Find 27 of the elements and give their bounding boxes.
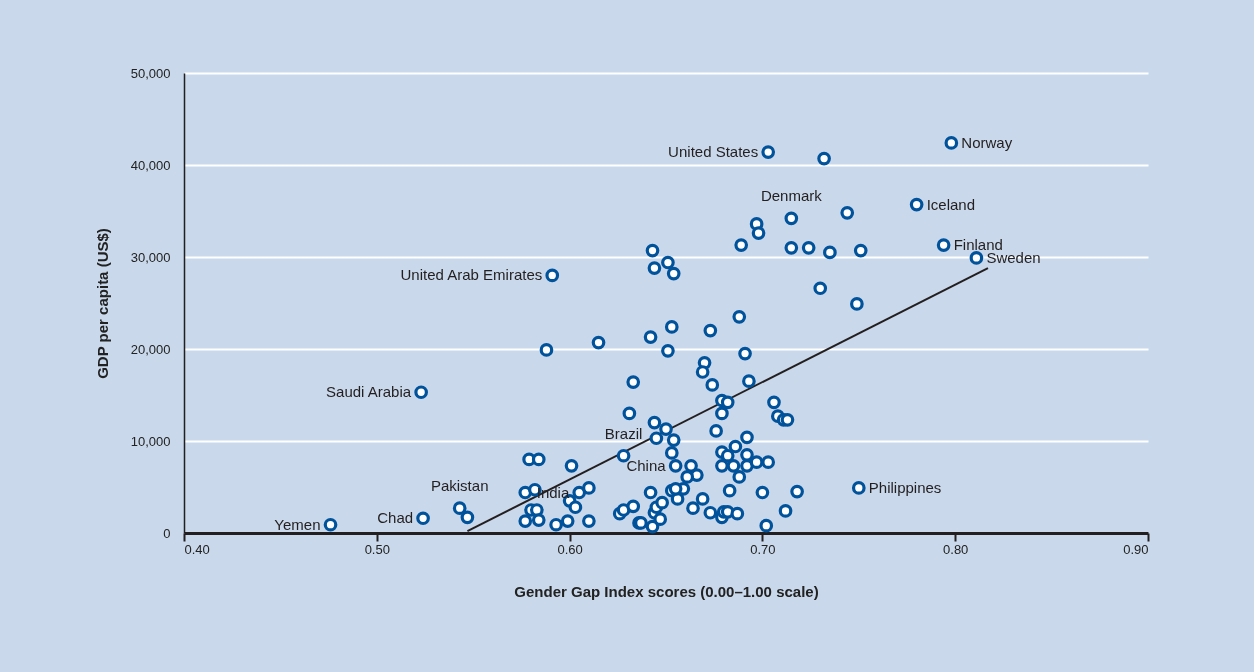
annotation: United States (668, 143, 759, 161)
y-tick-label: 50,000 (130, 65, 171, 81)
annotation: China (626, 456, 667, 474)
annotation: Yemen (274, 515, 321, 533)
annotation: Iceland (926, 195, 976, 213)
x-axis-title: Gender Gap Index scores (0.00–1.00 scale) (514, 582, 819, 600)
y-tick-label: 20,000 (130, 341, 171, 357)
annotation: Denmark (760, 187, 823, 205)
y-tick-label: 10,000 (130, 433, 171, 449)
annotation: Philippines (868, 478, 942, 496)
annotation: Saudi Arabia (326, 383, 412, 401)
x-tick-label: 0.40 (184, 541, 210, 557)
annotation: Norway (961, 133, 1013, 151)
y-tick-label: 40,000 (130, 157, 171, 173)
y-axis-title: GDP per capita (US$) (93, 228, 111, 379)
annotation: Finland (953, 236, 1003, 254)
annotation: Pakistan (430, 477, 489, 495)
annotation: Brazil (604, 424, 643, 442)
x-tick-label: 0.80 (943, 541, 969, 557)
annotation: United Arab Emirates (400, 266, 543, 284)
annotation: Chad (377, 509, 414, 527)
y-tick-label: 30,000 (130, 249, 171, 265)
x-tick-label: 0.70 (750, 541, 776, 557)
y-tick-label: 0 (163, 525, 171, 541)
x-tick-label: 0.60 (557, 541, 583, 557)
x-tick-label: 0.50 (364, 541, 390, 557)
x-tick-label: 0.90 (1123, 541, 1149, 557)
